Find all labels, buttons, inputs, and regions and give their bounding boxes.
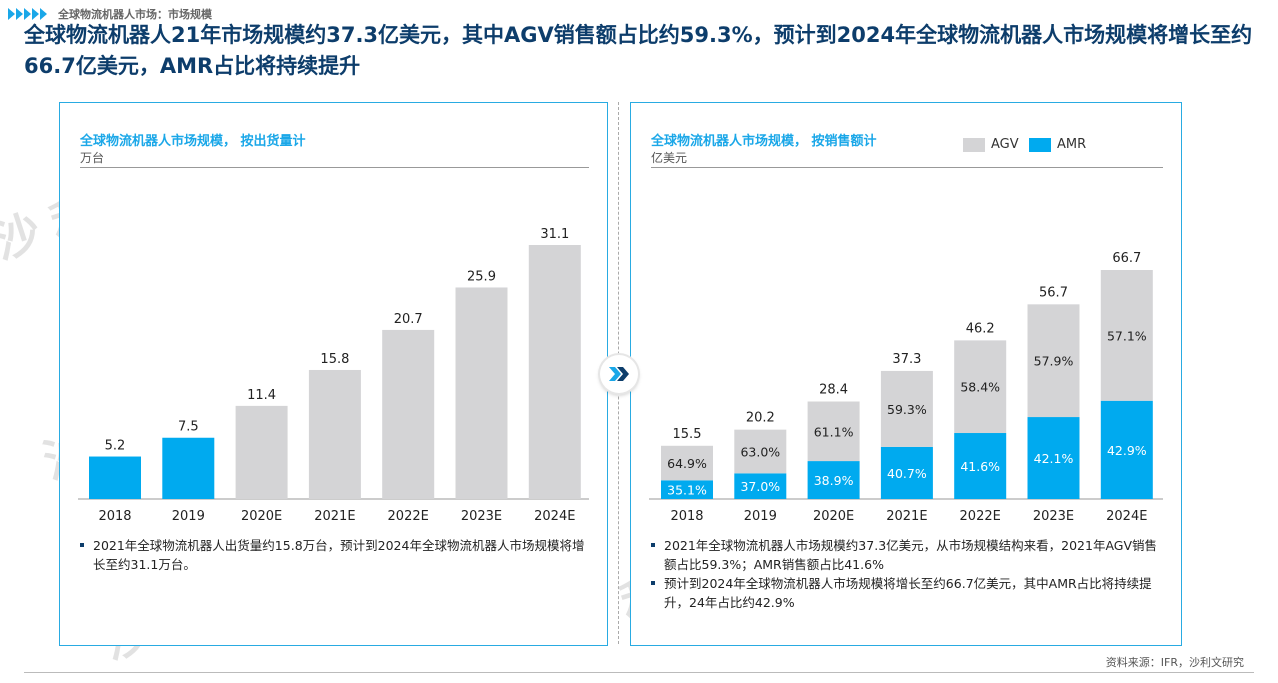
chevrons-icon xyxy=(8,8,48,20)
data-label-amr: 42.1% xyxy=(1034,451,1074,466)
total-label: 37.3 xyxy=(892,352,921,367)
legend-label-agv: AGV xyxy=(991,137,1019,152)
shipment-chart-panel: 全球物流机器人市场规模， 按出货量计 万台 5.2 2018 7.5 2019 11.4… xyxy=(59,102,608,646)
note-item: 2021年全球物流机器人出货量约15.8万台，预计到2024年全球物流机器人市场… xyxy=(78,536,588,574)
bar-amr xyxy=(734,473,787,499)
x-tick-label: 2020E xyxy=(241,509,282,524)
sales-stacked-bar-chart: 35.1% 64.9% 15.5 2018 37.0% 63.0% 20.2 2019 38.9… xyxy=(649,251,1163,524)
bar xyxy=(235,405,288,499)
title-rule xyxy=(651,167,1163,168)
bar-agv xyxy=(1027,304,1080,418)
note-item: 预计到2024年全球物流机器人市场规模将增长至约66.7亿美元，其中AMR占比将… xyxy=(649,574,1159,612)
next-arrow-button[interactable] xyxy=(600,355,638,393)
data-label: 20.7 xyxy=(394,312,423,327)
data-label-amr: 37.0% xyxy=(740,479,780,494)
bar-agv xyxy=(1100,270,1153,401)
total-label: 46.2 xyxy=(966,321,995,336)
x-tick-label: 2018 xyxy=(98,509,131,524)
total-label: 28.4 xyxy=(819,382,848,397)
source-note: 资料来源：IFR，沙利文研究 xyxy=(1105,656,1244,669)
bar xyxy=(382,329,435,499)
legend-swatch-amr xyxy=(1029,137,1051,152)
data-label-amr: 38.9% xyxy=(814,473,854,488)
data-label: 5.2 xyxy=(105,439,126,454)
sales-chart-panel: 全球物流机器人市场规模， 按销售额计 亿美元 AGV AMR 35.1% 64.9… xyxy=(630,102,1182,646)
page-title: 全球物流机器人21年市场规模约37.3亿美元，其中AGV销售额占比约59.3%，… xyxy=(24,23,1253,78)
data-label-agv: 59.3% xyxy=(887,402,927,417)
breadcrumb: 全球物流机器人市场：市场规模 xyxy=(8,6,212,22)
data-label: 31.1 xyxy=(540,227,569,242)
shipment-notes: 2021年全球物流机器人出货量约15.8万台，预计到2024年全球物流机器人市场… xyxy=(78,536,588,574)
total-label: 20.2 xyxy=(746,411,775,426)
bar-agv xyxy=(734,429,787,474)
chart-unit: 亿美元 xyxy=(651,151,688,165)
data-label-agv: 64.9% xyxy=(667,456,707,471)
x-tick-label: 2023E xyxy=(1033,509,1074,524)
x-tick-label: 2018 xyxy=(670,509,703,524)
shipment-bar-chart: 5.2 2018 7.5 2019 11.4 2020E 15.8 2021E 20.7 2022… xyxy=(78,227,589,524)
bar-amr xyxy=(880,446,933,499)
data-label: 11.4 xyxy=(247,388,276,403)
bar-agv xyxy=(954,340,1007,434)
footer-rule xyxy=(24,672,1254,673)
x-tick-label: 2019 xyxy=(172,509,205,524)
title-rule xyxy=(80,167,589,168)
data-label-amr: 41.6% xyxy=(960,459,1000,474)
bar-amr xyxy=(661,480,713,499)
total-label: 66.7 xyxy=(1112,251,1141,266)
double-chevron-right-icon xyxy=(609,367,629,381)
x-tick-label: 2022E xyxy=(960,509,1001,524)
legend-item-amr: AMR xyxy=(1029,137,1086,152)
data-label: 15.8 xyxy=(320,352,349,367)
bar-amr xyxy=(954,433,1007,499)
data-label: 25.9 xyxy=(467,269,496,284)
x-tick-label: 2022E xyxy=(388,509,429,524)
bar xyxy=(455,287,508,499)
chart-title: 全球物流机器人市场规模， 按出货量计 xyxy=(80,134,306,149)
legend-item-agv: AGV xyxy=(963,137,1019,152)
bar-agv xyxy=(880,370,933,447)
sales-notes: 2021年全球物流机器人市场规模约37.3亿美元，从市场规模结构来看，2021年… xyxy=(649,536,1159,612)
data-label-agv: 58.4% xyxy=(960,380,1000,395)
x-tick-label: 2023E xyxy=(461,509,502,524)
x-tick-label: 2021E xyxy=(886,509,927,524)
bar-agv xyxy=(661,445,713,481)
x-tick-label: 2020E xyxy=(813,509,854,524)
total-label: 56.7 xyxy=(1039,285,1068,300)
note-item: 2021年全球物流机器人市场规模约37.3亿美元，从市场规模结构来看，2021年… xyxy=(649,536,1159,574)
legend-swatch-agv xyxy=(963,137,985,152)
data-label-amr: 35.1% xyxy=(667,483,707,498)
bar xyxy=(528,245,581,499)
data-label-agv: 63.0% xyxy=(740,444,780,459)
chart-title: 全球物流机器人市场规模， 按销售额计 xyxy=(651,134,877,149)
data-label-agv: 61.1% xyxy=(814,424,854,439)
bar-amr xyxy=(1027,417,1080,499)
bar-amr xyxy=(1100,400,1153,499)
data-label-agv: 57.9% xyxy=(1034,354,1074,369)
x-tick-label: 2021E xyxy=(314,509,355,524)
data-label-agv: 57.1% xyxy=(1107,328,1147,343)
x-tick-label: 2019 xyxy=(744,509,777,524)
legend-label-amr: AMR xyxy=(1057,137,1087,152)
bar xyxy=(308,369,361,499)
bar-amr xyxy=(807,461,860,499)
x-tick-label: 2024E xyxy=(1106,509,1147,524)
total-label: 15.5 xyxy=(673,427,702,442)
breadcrumb-text: 全球物流机器人市场：市场规模 xyxy=(58,8,212,21)
data-label: 7.5 xyxy=(178,420,199,435)
bar-agv xyxy=(807,401,860,462)
data-label-amr: 42.9% xyxy=(1107,443,1147,458)
bar xyxy=(162,437,215,499)
bar xyxy=(89,456,141,499)
chart-unit: 万台 xyxy=(80,151,105,165)
data-label-amr: 40.7% xyxy=(887,466,927,481)
x-tick-label: 2024E xyxy=(534,509,575,524)
